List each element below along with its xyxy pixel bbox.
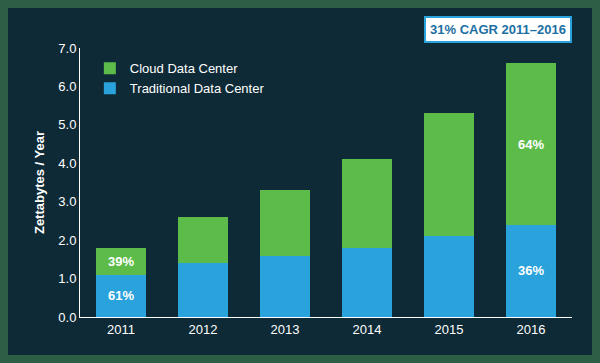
svg-text:6.0: 6.0 <box>58 79 76 94</box>
svg-text:39%: 39% <box>108 254 134 269</box>
svg-text:2013: 2013 <box>271 322 300 337</box>
svg-text:31% CAGR 2011–2016: 31% CAGR 2011–2016 <box>430 22 566 37</box>
svg-text:4.0: 4.0 <box>58 156 76 171</box>
svg-text:2012: 2012 <box>189 322 218 337</box>
svg-text:2.0: 2.0 <box>58 233 76 248</box>
svg-text:3.0: 3.0 <box>58 194 76 209</box>
svg-text:61%: 61% <box>108 288 134 303</box>
svg-text:Traditional Data Center: Traditional Data Center <box>130 81 265 96</box>
svg-text:64%: 64% <box>518 137 544 152</box>
svg-text:7.0: 7.0 <box>58 41 76 56</box>
svg-text:5.0: 5.0 <box>58 117 76 132</box>
svg-text:Zettabytes / Year: Zettabytes / Year <box>32 131 47 234</box>
svg-text:2011: 2011 <box>107 322 135 337</box>
svg-text:0.0: 0.0 <box>58 310 76 325</box>
svg-text:2016: 2016 <box>517 322 546 337</box>
svg-text:36%: 36% <box>518 263 544 278</box>
svg-text:2015: 2015 <box>435 322 464 337</box>
svg-text:2014: 2014 <box>353 322 382 337</box>
svg-text:1.0: 1.0 <box>58 271 76 286</box>
svg-text:Cloud Data Center: Cloud Data Center <box>130 61 238 76</box>
